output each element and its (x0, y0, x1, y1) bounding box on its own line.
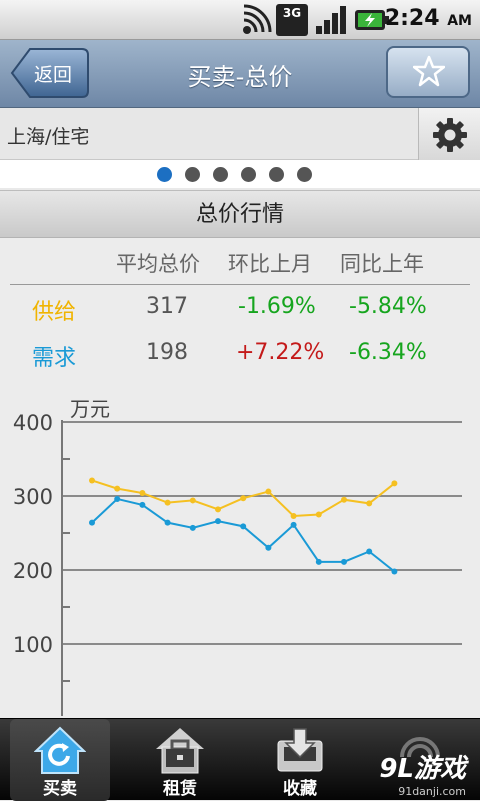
tab-label: 收藏 (283, 779, 317, 799)
title-bar: 返回 买卖-总价 (0, 40, 480, 108)
section-title: 总价行情 (195, 202, 284, 227)
data-point (215, 506, 221, 513)
data-point (189, 524, 196, 531)
data-point (89, 477, 95, 484)
data-point (265, 488, 272, 495)
data-point (290, 521, 297, 528)
battery-charging-icon (355, 10, 389, 30)
inbox-download-icon (277, 728, 323, 772)
data-point (139, 490, 146, 497)
house-refresh-icon (34, 726, 86, 774)
gear-icon (433, 118, 467, 152)
y-tick-label: 400 (13, 411, 53, 435)
tab-label: 租赁 (163, 779, 197, 799)
data-point (341, 558, 347, 565)
y-tick-label: 300 (13, 485, 53, 509)
data-point (391, 568, 398, 575)
page-dot[interactable] (213, 167, 228, 182)
row-label-supply: 供给 (32, 300, 77, 325)
data-point (265, 544, 272, 551)
data-point (189, 497, 196, 504)
header-mom: 环比上月 (228, 252, 312, 276)
data-point (391, 480, 398, 487)
data-point (366, 500, 373, 507)
location-bar[interactable]: 上海/住宅 (0, 108, 480, 160)
wifi-signal-icon (243, 4, 272, 34)
header-yoy: 同比上年 (340, 252, 424, 276)
supply-avg: 317 (146, 294, 188, 319)
y-tick-label: 100 (13, 633, 53, 657)
page-dot[interactable] (269, 167, 284, 182)
price-overview: 平均总价 环比上月 同比上年 供给 317 -1.69% -5.84% 需求 1… (0, 238, 480, 718)
data-point (114, 495, 121, 502)
page-dot[interactable] (157, 167, 172, 182)
back-button-shape-icon (10, 48, 89, 98)
series-line-demand (91, 497, 396, 573)
watermark: 9L游戏 91danji.com (379, 748, 466, 798)
network-3g-icon: 3G (276, 4, 308, 36)
page-dot[interactable] (185, 167, 200, 182)
bottom-tab-bar: 买卖 租赁 收藏 (0, 718, 480, 801)
y-tick-label: 200 (13, 559, 53, 583)
data-point (315, 558, 322, 565)
signal-icon (400, 737, 440, 758)
header-avg-price: 平均总价 (116, 252, 200, 276)
demand-mom: +7.22% (236, 340, 325, 365)
briefcase-icon (156, 728, 204, 774)
demand-avg: 198 (146, 340, 188, 365)
supply-mom: -1.69% (238, 294, 316, 319)
data-point (366, 548, 373, 555)
page-dot[interactable] (297, 167, 312, 182)
star-icon (413, 55, 445, 87)
tab-label: 买卖 (43, 779, 77, 799)
demand-yoy: -6.34% (349, 340, 427, 365)
back-button-label: 返回 (34, 64, 73, 86)
tab-rent[interactable]: 租赁 (130, 719, 230, 801)
y-axis-unit-label: 万元 (70, 397, 110, 421)
data-point (164, 499, 171, 506)
data-point (341, 496, 347, 503)
section-header: 总价行情 (0, 190, 480, 238)
data-point (290, 512, 297, 519)
data-point (139, 501, 146, 508)
page-title: 买卖-总价 (187, 63, 293, 91)
location-label: 上海/住宅 (7, 126, 90, 148)
status-bar: 3G 2:24 AM (0, 0, 480, 40)
tab-buy-sell[interactable]: 买卖 (10, 719, 110, 801)
data-point (240, 523, 247, 530)
watermark-site: 91danji.com (398, 785, 466, 798)
data-point (89, 519, 95, 526)
favorite-button[interactable] (386, 46, 470, 98)
data-point (315, 511, 322, 518)
data-point (215, 518, 221, 525)
tab-more[interactable] (370, 719, 470, 801)
status-clock: 2:24 AM (384, 6, 472, 31)
settings-button[interactable] (418, 108, 480, 160)
data-point (240, 495, 247, 502)
data-point (164, 519, 171, 526)
watermark-logo: 9L游戏 (379, 754, 466, 784)
tab-favorites[interactable]: 收藏 (250, 719, 350, 801)
back-button[interactable]: 返回 (10, 47, 90, 99)
price-line-chart: 400 300 200 100 万元 (13, 397, 462, 716)
cell-signal-icon (316, 6, 346, 34)
supply-yoy: -5.84% (349, 294, 427, 319)
page-indicator (0, 160, 480, 188)
row-label-demand: 需求 (32, 346, 77, 371)
data-point (114, 485, 121, 492)
table-divider (10, 284, 470, 285)
page-dot[interactable] (241, 167, 256, 182)
